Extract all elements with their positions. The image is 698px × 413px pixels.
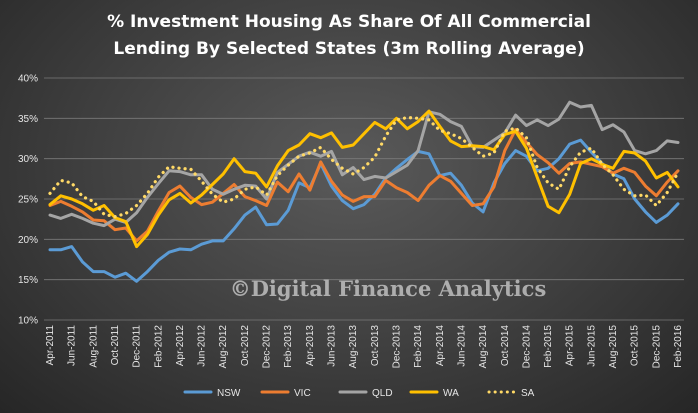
- x-tick-label: Jun-2012: [197, 325, 208, 367]
- series-line-nsw: [48, 138, 680, 283]
- x-tick-label: Jun-2013: [327, 325, 338, 367]
- x-tick-label: Jun-2011: [67, 325, 78, 366]
- chart-title-line-1: % Investment Housing As Share Of All Com…: [107, 12, 591, 32]
- x-tick-label: Jun-2015: [586, 325, 597, 367]
- chart-title-line-2: Lending By Selected States (3m Rolling A…: [113, 39, 584, 59]
- series-line-sa: [48, 115, 680, 219]
- x-tick-label: Feb-2013: [283, 325, 294, 368]
- gridlines: [44, 77, 684, 321]
- legend-label-vic: VIC: [294, 388, 311, 399]
- x-tick-label: Feb-2016: [673, 325, 684, 368]
- x-tick-label: Feb-2012: [153, 325, 164, 368]
- x-tick-label: Dec-2015: [651, 325, 662, 369]
- legend-label-nsw: NSW: [217, 388, 241, 399]
- x-tick-label: Feb-2015: [543, 325, 554, 368]
- series-lines: [48, 100, 680, 283]
- x-tick-label: Oct-2011: [110, 325, 121, 366]
- y-tick-label: 20%: [18, 235, 38, 246]
- x-tick-label: Aug-2012: [218, 325, 229, 369]
- x-tick-label: Apr-2014: [435, 325, 446, 367]
- x-tick-label: Oct-2012: [240, 325, 251, 367]
- series-line-wa: [48, 109, 680, 249]
- x-tick-label: Dec-2013: [391, 325, 402, 369]
- y-tick-label: 35%: [18, 114, 38, 125]
- x-tick-label: Apr-2012: [175, 325, 186, 367]
- x-tick-label: Oct-2014: [500, 325, 511, 367]
- x-tick-label: Oct-2013: [370, 325, 381, 367]
- x-tick-label: Dec-2012: [262, 325, 273, 369]
- x-tick-label: Oct-2015: [630, 325, 641, 367]
- y-tick-label: 40%: [18, 74, 38, 85]
- legend-label-sa: SA: [521, 388, 535, 399]
- series-line-vic: [48, 128, 680, 243]
- x-axis-labels: Apr-2011 Jun-2011 Aug-2011 Oct-2011 Dec-2011…: [45, 325, 684, 369]
- legend: NSW VIC QLD WA SA: [183, 388, 535, 399]
- series-line-qld: [48, 100, 680, 228]
- y-tick-label: 15%: [18, 275, 38, 286]
- y-axis-labels: 10% 15% 20% 25% 30% 35% 40%: [18, 74, 38, 327]
- x-tick-label: Aug-2013: [348, 325, 359, 369]
- x-tick-label: Apr-2015: [565, 325, 576, 367]
- y-tick-label: 10%: [18, 316, 38, 327]
- x-tick-label: Dec-2011: [132, 325, 143, 368]
- x-tick-label: Apr-2013: [305, 325, 316, 367]
- legend-label-wa: WA: [443, 388, 459, 399]
- y-tick-label: 30%: [18, 154, 38, 165]
- y-tick-label: 25%: [18, 195, 38, 206]
- legend-label-qld: QLD: [372, 388, 393, 399]
- x-tick-label: Dec-2014: [521, 325, 532, 369]
- x-tick-label: Jun-2014: [456, 325, 467, 367]
- x-tick-label: Feb-2014: [413, 325, 424, 368]
- watermark: ©Digital Finance Analytics: [230, 276, 547, 301]
- x-tick-label: Aug-2011: [88, 325, 99, 368]
- x-tick-label: Aug-2014: [478, 325, 489, 369]
- x-tick-label: Apr-2011: [45, 325, 56, 366]
- x-tick-label: Aug-2015: [608, 325, 619, 369]
